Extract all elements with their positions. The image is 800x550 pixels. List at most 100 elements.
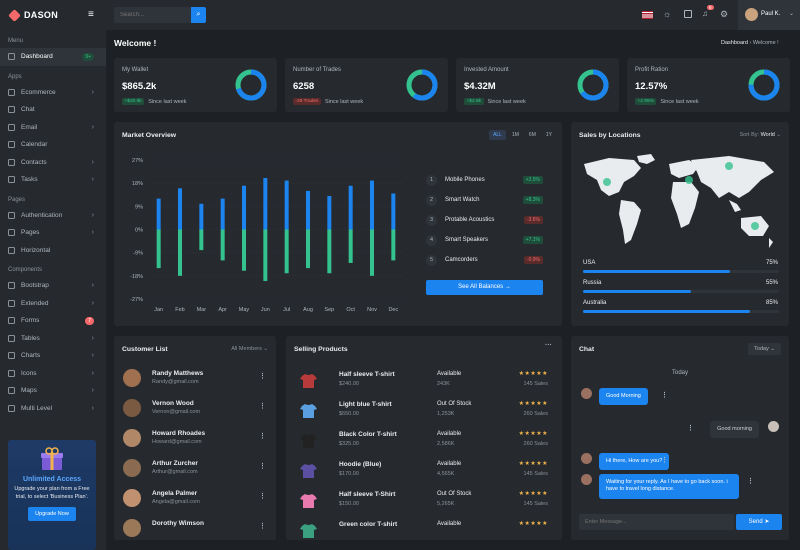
customer-avatar bbox=[123, 489, 141, 507]
product-name[interactable]: Green color T-shirt bbox=[339, 521, 398, 528]
chat-date-filter[interactable]: Today ⌄ bbox=[748, 343, 781, 355]
customer-more-icon[interactable]: ⋮ bbox=[259, 433, 266, 440]
sidebar-item-multi-level[interactable]: Multi Level › bbox=[0, 400, 106, 418]
message-more-icon[interactable]: ⋮ bbox=[661, 392, 668, 399]
customer-more-icon[interactable]: ⋮ bbox=[259, 403, 266, 410]
sidebar-item-calendar[interactable]: Calendar bbox=[0, 136, 106, 154]
bar bbox=[306, 190, 310, 230]
location-progress-fill bbox=[583, 310, 750, 313]
selling-products-title: Selling Products bbox=[294, 346, 348, 353]
sidebar-item-dashboard[interactable]: Dashboard 9+ bbox=[0, 48, 106, 66]
item-number: 4 bbox=[426, 234, 437, 246]
logo-icon bbox=[8, 8, 21, 22]
range-tab-1m[interactable]: 1M bbox=[511, 132, 519, 138]
members-filter[interactable]: All Members ⌄ bbox=[231, 346, 268, 352]
market-list-item[interactable]: 1 Mobile Phones +2.5% bbox=[426, 174, 543, 186]
chat-message-input[interactable] bbox=[579, 514, 734, 530]
range-tab-6m[interactable]: 6M bbox=[528, 132, 536, 138]
change-badge: -29 Trades bbox=[293, 98, 321, 105]
gear-icon[interactable]: ⚙ bbox=[720, 9, 729, 19]
sidebar-item-authentication[interactable]: Authentication › bbox=[0, 207, 106, 225]
product-name[interactable]: Black Color T-shirt bbox=[339, 431, 397, 438]
market-overview-card: Market Overview ALL 1M 6M 1Y 27% 18% 9% 0% -9% -… bbox=[114, 122, 562, 326]
chat-message: Waiting for your reply. As I have to go … bbox=[599, 474, 739, 499]
sidebar-item-contacts[interactable]: Contacts › bbox=[0, 154, 106, 172]
customer-avatar bbox=[123, 429, 141, 447]
send-icon: ➤ bbox=[764, 519, 770, 525]
sidebar-item-tasks[interactable]: Tasks › bbox=[0, 171, 106, 189]
user-name: Paul K. bbox=[761, 11, 781, 17]
hamburger-icon[interactable]: ≡ bbox=[88, 9, 94, 20]
y-tick-label: 0% bbox=[135, 228, 143, 234]
market-list-item[interactable]: 5 Camcorders -0.9% bbox=[426, 254, 543, 266]
product-name[interactable]: Hoodie (Blue) bbox=[339, 461, 382, 468]
sidebar-item-icons[interactable]: Icons › bbox=[0, 365, 106, 383]
message-more-icon[interactable]: ⋮ bbox=[747, 478, 754, 485]
us-flag-icon[interactable] bbox=[642, 11, 653, 19]
stat-label: Profit Ration bbox=[635, 67, 669, 73]
upgrade-now-button[interactable]: Upgrade Now bbox=[28, 507, 76, 522]
search-button[interactable]: ⌕ bbox=[191, 7, 206, 23]
breadcrumb-current: Welcome ! bbox=[752, 40, 779, 46]
customer-more-icon[interactable]: ⋮ bbox=[259, 493, 266, 500]
horizontal-icon bbox=[8, 246, 15, 254]
sidebar-item-forms[interactable]: Forms 7 bbox=[0, 312, 106, 330]
sidebar-item-chat[interactable]: Chat bbox=[0, 101, 106, 119]
upgrade-promo: Unlimited Access Upgrade your plan from … bbox=[8, 440, 96, 550]
stat-label: Number of Trades bbox=[293, 67, 342, 73]
sort-by-select[interactable]: Sort By: World ⌄ bbox=[739, 132, 782, 138]
customer-more-icon[interactable]: ⋮ bbox=[259, 523, 266, 530]
calendar-icon bbox=[8, 141, 15, 149]
customer-name: Randy Matthews bbox=[152, 370, 204, 377]
sidebar-item-extended[interactable]: Extended › bbox=[0, 295, 106, 313]
message-more-icon[interactable]: ⋮ bbox=[687, 425, 694, 432]
product-name[interactable]: Light blue T-shirt bbox=[339, 401, 392, 408]
world-map bbox=[584, 154, 774, 248]
y-tick-label: -27% bbox=[130, 297, 143, 303]
stat-label: Invested Amount bbox=[464, 67, 509, 73]
sidebar-item-maps[interactable]: Maps › bbox=[0, 382, 106, 400]
product-qty: 5,265K bbox=[437, 501, 455, 507]
customer-email: Howard@gmail.com bbox=[152, 439, 202, 445]
chevron-right-icon: › bbox=[91, 334, 94, 342]
message-more-icon[interactable]: ⋮ bbox=[661, 457, 668, 464]
x-tick-label: Jan bbox=[154, 307, 163, 313]
sidebar-item-tables[interactable]: Tables › bbox=[0, 330, 106, 348]
user-menu[interactable]: Paul K. ⌄ bbox=[738, 0, 800, 30]
chevron-right-icon: › bbox=[91, 88, 94, 96]
sidebar-item-charts[interactable]: Charts › bbox=[0, 347, 106, 365]
stat-label: My Wallet bbox=[122, 67, 149, 73]
chat-send-button[interactable]: Send ➤ bbox=[736, 514, 782, 530]
search-input[interactable] bbox=[114, 7, 192, 23]
market-list-item[interactable]: 3 Protable Acoustics -3.6% bbox=[426, 214, 543, 226]
customer-avatar bbox=[123, 459, 141, 477]
sidebar-item-ecommerce[interactable]: Ecommerce › bbox=[0, 84, 106, 102]
market-list-item[interactable]: 2 Smart Watch +8.3% bbox=[426, 194, 543, 206]
product-status: Available bbox=[437, 371, 462, 377]
bar bbox=[156, 198, 161, 230]
more-icon[interactable]: ··· bbox=[545, 342, 552, 349]
x-tick-label: Dec bbox=[388, 307, 398, 313]
sidebar-item-bootstrap[interactable]: Bootstrap › bbox=[0, 277, 106, 295]
brand-logo[interactable]: DASON bbox=[0, 0, 106, 30]
sidebar-item-email[interactable]: Email › bbox=[0, 119, 106, 137]
sun-icon[interactable]: ☼ bbox=[663, 9, 672, 19]
see-all-balances-button[interactable]: See All Balances → bbox=[426, 280, 543, 295]
apps-grid-icon[interactable] bbox=[684, 10, 692, 18]
range-tab-1y[interactable]: 1Y bbox=[545, 132, 552, 138]
customer-more-icon[interactable]: ⋮ bbox=[259, 463, 266, 470]
range-tab-all[interactable]: ALL bbox=[489, 130, 506, 140]
x-tick-label: Mar bbox=[197, 307, 207, 313]
stat-value: 12.57% bbox=[635, 81, 668, 92]
product-name[interactable]: Half sleeve T-Shirt bbox=[339, 491, 396, 498]
market-list-item[interactable]: 4 Smart Speakers +7.1% bbox=[426, 234, 543, 246]
home-icon bbox=[8, 53, 15, 61]
sidebar-item-pages[interactable]: Pages › bbox=[0, 224, 106, 242]
product-name[interactable]: Half sleeve T-shirt bbox=[339, 371, 395, 378]
product-status: Out Of Stock bbox=[437, 401, 472, 407]
breadcrumb-dashboard[interactable]: Dashboard bbox=[721, 40, 748, 46]
sidebar-item-horizontal[interactable]: Horizontal bbox=[0, 242, 106, 260]
customer-more-icon[interactable]: ⋮ bbox=[259, 373, 266, 380]
bell-icon[interactable]: ♫ bbox=[702, 9, 708, 18]
bootstrap-icon bbox=[8, 282, 15, 290]
